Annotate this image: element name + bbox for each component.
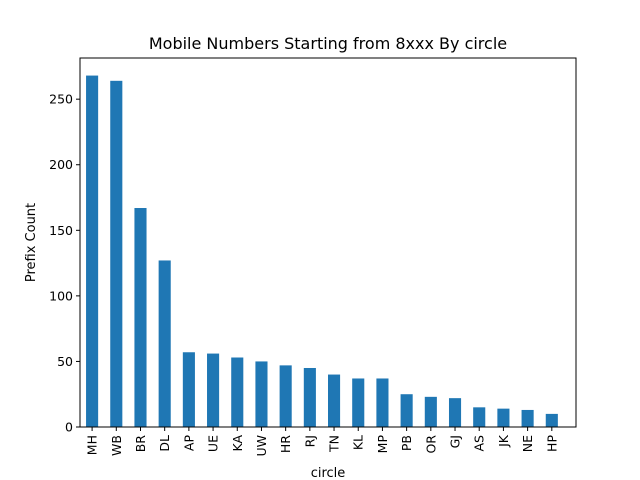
bar-jk (497, 408, 510, 427)
chart-title: Mobile Numbers Starting from 8xxx By cir… (149, 34, 507, 53)
plot-frame (79, 57, 577, 428)
bar-ka (231, 357, 244, 427)
x-tick-label: WB (109, 435, 124, 456)
x-tick-label: MP (375, 435, 390, 454)
x-tick-label: TN (327, 435, 342, 453)
x-tick-label: MH (85, 435, 100, 455)
x-tick-label: GJ (448, 435, 463, 448)
y-axis-ticks: 0 50 100 150 200 250 (49, 92, 80, 435)
x-tick-label: HP (544, 435, 559, 452)
bar-rj (303, 367, 316, 427)
bar-ue (207, 353, 220, 427)
x-tick-label: UW (254, 435, 269, 457)
bar-hp (545, 413, 558, 427)
x-tick-label: NE (520, 435, 535, 452)
x-tick-label: KL (351, 435, 366, 450)
bars-group (86, 75, 558, 428)
bar-as (473, 407, 486, 427)
x-tick-label: OR (423, 435, 438, 454)
x-tick-label: AP (181, 435, 196, 452)
x-tick-label: PB (399, 435, 414, 451)
bar-pb (400, 394, 413, 427)
y-tick-label: 150 (49, 223, 73, 238)
bar-dl (158, 260, 171, 427)
x-axis-label: circle (311, 466, 346, 480)
bar-br (134, 208, 147, 427)
bar-kl (352, 378, 365, 427)
x-tick-label: JK (496, 434, 511, 448)
bar-tn (328, 374, 341, 427)
y-tick-label: 200 (49, 157, 73, 172)
bar-mp (376, 378, 389, 427)
x-tick-label: DL (157, 435, 172, 452)
y-tick-label: 0 (65, 420, 73, 435)
y-tick-label: 250 (49, 92, 73, 107)
bar-wb (110, 80, 123, 428)
bar-hr (279, 365, 292, 427)
x-axis-ticks: MH WB BR DL AP UE KA UW HR RJ TN KL MP PB OR GJ AS JK NE HP (85, 427, 559, 457)
bar-mh (86, 75, 99, 428)
bar-gj (448, 398, 462, 427)
bar-or (424, 396, 437, 427)
x-tick-label: HR (278, 435, 293, 453)
x-tick-label: KA (230, 435, 245, 452)
x-tick-label: AS (472, 435, 487, 452)
x-tick-label: RJ (302, 435, 317, 447)
bar-uw (255, 361, 268, 427)
x-tick-label: UE (206, 435, 221, 452)
bar-ne (521, 409, 534, 427)
bar-ap (182, 352, 195, 427)
y-axis-label: Prefix Count (24, 203, 39, 282)
x-tick-label: BR (133, 435, 148, 453)
y-tick-label: 50 (57, 354, 73, 369)
y-tick-label: 100 (49, 288, 73, 303)
